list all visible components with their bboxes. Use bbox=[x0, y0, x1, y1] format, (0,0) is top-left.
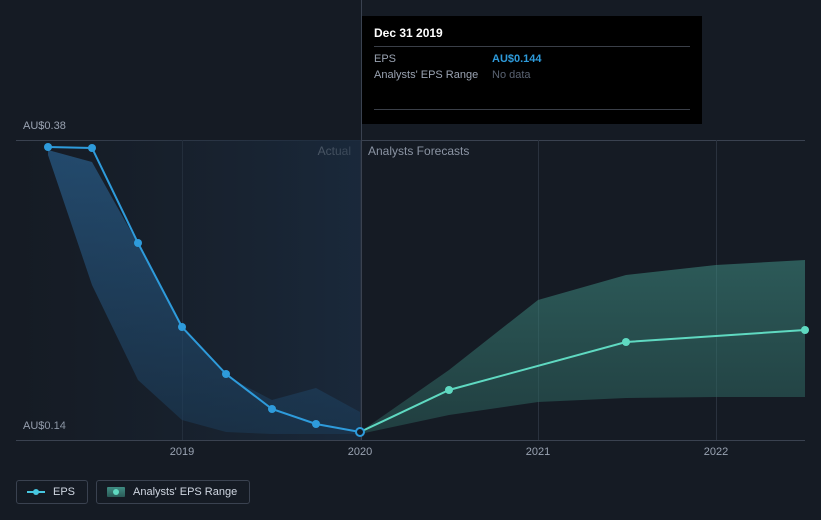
legend-item[interactable]: Analysts' EPS Range bbox=[96, 480, 250, 504]
legend-item[interactable]: EPS bbox=[16, 480, 88, 504]
tooltip-row-key: EPS bbox=[374, 51, 492, 67]
legend-swatch-line bbox=[27, 488, 45, 496]
eps-chart: Actual Analysts Forecasts AU$0.38AU$0.14… bbox=[0, 0, 821, 520]
tooltip: Dec 31 2019 EPSAU$0.144Analysts' EPS Ran… bbox=[362, 16, 702, 124]
eps-range-forecast-area bbox=[360, 260, 805, 434]
legend-swatch-area bbox=[107, 487, 125, 497]
legend-label: EPS bbox=[53, 486, 75, 498]
tooltip-date: Dec 31 2019 bbox=[374, 26, 690, 40]
legend-label: Analysts' EPS Range bbox=[133, 486, 237, 498]
tooltip-row-value: AU$0.144 bbox=[492, 51, 690, 67]
tooltip-row-key: Analysts' EPS Range bbox=[374, 67, 492, 83]
legend: EPS Analysts' EPS Range bbox=[16, 480, 250, 504]
tooltip-row-value: No data bbox=[492, 67, 690, 83]
hover-marker bbox=[355, 427, 365, 437]
